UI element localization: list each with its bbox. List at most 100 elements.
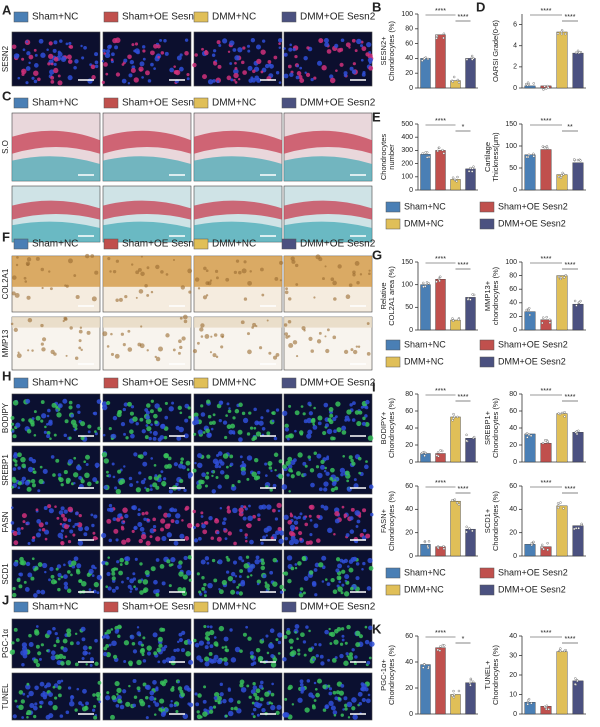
micrograph [11, 31, 101, 87]
bar [572, 432, 584, 463]
cell [27, 349, 30, 352]
cell [13, 561, 19, 567]
cell [298, 531, 303, 536]
cell [360, 405, 364, 409]
cell [63, 581, 69, 587]
cell [327, 527, 333, 534]
cell [39, 465, 43, 469]
cell [324, 335, 327, 338]
cell [33, 705, 38, 711]
point [543, 705, 546, 709]
point [559, 176, 563, 180]
cell [20, 456, 26, 463]
cell [194, 277, 200, 282]
cell [348, 567, 354, 573]
legend-label: DMM+OE Sesn2 [498, 356, 566, 366]
cell [308, 411, 313, 416]
cell [252, 715, 256, 719]
point [451, 499, 454, 502]
cell [260, 541, 264, 545]
y-tick-label: 40 [509, 425, 517, 432]
cell [213, 636, 217, 639]
cell [313, 523, 319, 529]
bar [540, 319, 552, 331]
sig-label: **** [565, 14, 576, 21]
cell [59, 522, 63, 526]
cell [269, 570, 274, 575]
cell [219, 507, 223, 510]
cell [252, 685, 258, 690]
legend-swatch [479, 567, 495, 579]
cell [144, 486, 147, 490]
cell [226, 509, 232, 514]
cell [342, 708, 345, 711]
cell [112, 517, 117, 522]
cell [36, 519, 42, 524]
cell [63, 509, 68, 514]
tissue [194, 130, 282, 154]
cell [48, 41, 53, 46]
point [543, 85, 546, 88]
cell [310, 482, 315, 488]
micrograph [193, 672, 283, 721]
sig-label: ** [567, 124, 573, 131]
cell [107, 44, 112, 50]
cell [341, 505, 345, 509]
cell [78, 329, 83, 334]
cell [163, 645, 168, 649]
cell [183, 555, 188, 561]
cell [258, 420, 264, 426]
point [441, 449, 444, 453]
point [564, 32, 567, 36]
cell [182, 713, 189, 720]
cell [41, 413, 47, 419]
cell [339, 467, 346, 473]
cell [266, 431, 271, 436]
cell [332, 280, 337, 286]
bar [465, 682, 476, 715]
cell [103, 62, 108, 67]
cell [324, 578, 328, 581]
cell [155, 592, 160, 597]
cell [181, 519, 184, 522]
cell [329, 642, 333, 646]
cell [293, 520, 299, 525]
cell [283, 588, 286, 592]
cell [256, 702, 262, 709]
cell [256, 579, 262, 584]
cell [322, 277, 325, 281]
cell [293, 538, 299, 545]
cell [84, 472, 90, 479]
cell [168, 489, 174, 494]
y-tick-label: 40 [509, 506, 517, 513]
bar [540, 443, 552, 463]
cell [167, 456, 172, 461]
cell [217, 559, 223, 565]
cell [356, 280, 360, 285]
bar [435, 279, 446, 331]
cell [366, 586, 372, 591]
cell [127, 54, 132, 60]
cell [175, 482, 179, 487]
point [527, 433, 531, 436]
cell [284, 697, 288, 701]
cell [260, 558, 265, 562]
cell [63, 433, 68, 438]
cell [128, 73, 133, 78]
cell [73, 456, 77, 460]
cell [81, 657, 85, 661]
micrograph [102, 185, 192, 243]
cell [87, 424, 92, 429]
cell [277, 640, 282, 645]
micrograph [281, 445, 374, 495]
panel-letter: I [372, 379, 376, 394]
cell [246, 44, 251, 48]
cell [18, 690, 24, 695]
bar [572, 162, 584, 191]
cell [133, 49, 137, 53]
cell [213, 60, 216, 64]
bar [435, 453, 446, 463]
cell [33, 410, 37, 414]
legend-label: DMM+OE Sesn2 [300, 378, 376, 389]
cell [287, 520, 293, 525]
